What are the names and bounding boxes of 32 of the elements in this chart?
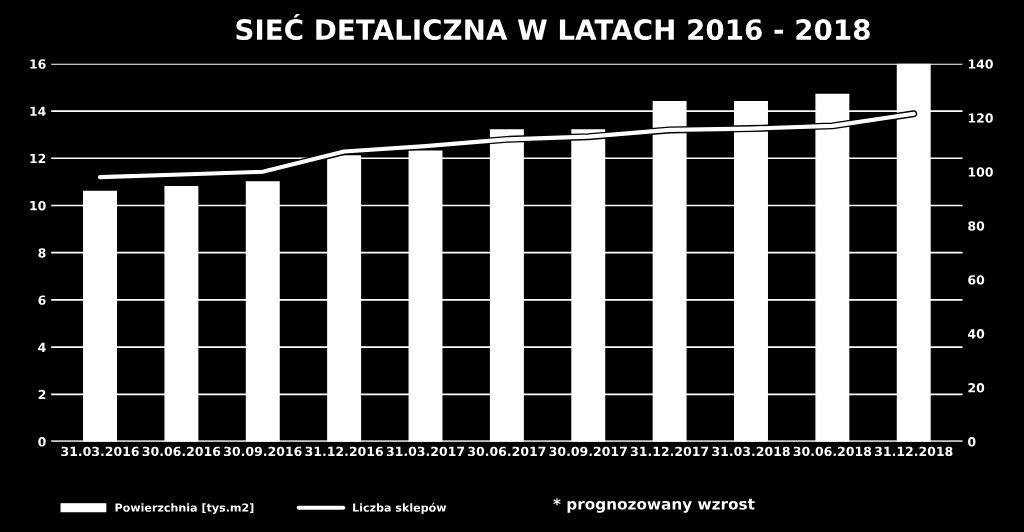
x-tick-label: 31.03.2018: [712, 446, 790, 457]
y2-tick-label: 60: [968, 275, 985, 285]
y2-tick-label: 140: [968, 59, 993, 69]
x-tick-label: 30.06.2017: [468, 446, 546, 457]
x-tick-label: 31.12.2016: [305, 446, 384, 457]
y2-tick-label: 0: [968, 437, 976, 447]
y-tick-label: 14: [30, 106, 46, 116]
x-tick-label: 31.12.2018: [875, 446, 953, 457]
x-tick-label: 30.06.2016: [142, 446, 221, 457]
y-tick-label: 12: [30, 153, 46, 164]
x-tick-label: 30.09.2017: [549, 446, 627, 457]
x-tick-label: 30.09.2016: [224, 446, 302, 457]
x-tick-label: 30.06.2018: [793, 446, 872, 457]
y2-tick-label: 20: [968, 383, 985, 393]
legend-label: Liczba sklepów: [353, 502, 447, 514]
y-tick-label: 16: [30, 59, 46, 69]
x-tick-label: 31.12.2017: [630, 446, 709, 457]
y-tick-label: 6: [38, 295, 46, 305]
y2-tick-label: 100: [968, 167, 993, 177]
y-tick-label: 0: [38, 437, 46, 447]
x-tick-label: 31.03.2016: [61, 446, 139, 457]
y-tick-label: 2: [38, 389, 46, 400]
y-tick-label: 4: [38, 342, 46, 352]
y2-tick-label: 80: [968, 221, 985, 231]
chart-title: SIEĆ DETALICZNA W LATACH 2016 - 2018: [236, 14, 870, 41]
y2-tick-label: 40: [967, 329, 985, 339]
y2-tick-label: 120: [968, 113, 993, 123]
y-tick-label: 10: [30, 200, 46, 211]
legend-label: Powierzchnia [tys.m2]: [115, 503, 254, 515]
y-tick-label: 8: [38, 248, 46, 258]
x-tick-label: 31.03.2017: [386, 446, 465, 457]
text: * prognozowany wzrost: [553, 498, 755, 513]
